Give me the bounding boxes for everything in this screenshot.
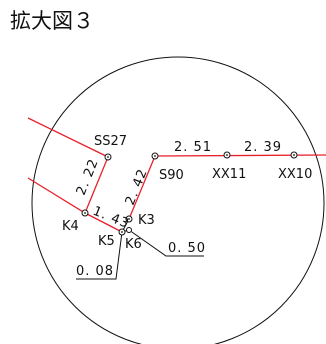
distance-label-xx11-xx10: 2. 39: [244, 140, 282, 155]
red-line-k4-k5: [84, 212, 123, 233]
station-marker-dots: [84, 154, 295, 233]
station-label-k4: K4: [62, 219, 79, 234]
distance-label-k3-s90: 2. 42: [123, 167, 151, 208]
station-marker-k6: [126, 227, 132, 233]
distance-label-050: 0. 50: [168, 241, 206, 256]
leader-008: [76, 231, 123, 280]
leader-050: [128, 229, 204, 257]
station-label-s90: S90: [159, 168, 184, 183]
distance-label-k4-k5: 1. 43: [91, 204, 132, 232]
station-label-k6: K6: [125, 237, 142, 252]
distance-label-s90-xx11: 2. 51: [174, 140, 212, 155]
enlargement-circle: [31, 56, 325, 344]
station-label-k5: K5: [98, 234, 115, 249]
distance-label-008: 0. 08: [76, 264, 114, 279]
red-line-left-parcel: [27, 117, 109, 214]
red-line-k3-s90-xx10: [128, 154, 326, 220]
station-label-xx11: XX11: [212, 167, 246, 182]
distance-label-ss27-k4: 2. 22: [74, 157, 102, 198]
station-label-k3: K3: [138, 213, 155, 228]
station-label-xx10: XX10: [278, 167, 312, 182]
diagram-title: 拡大図３: [10, 9, 94, 33]
station-label-ss27: SS27: [94, 134, 127, 149]
